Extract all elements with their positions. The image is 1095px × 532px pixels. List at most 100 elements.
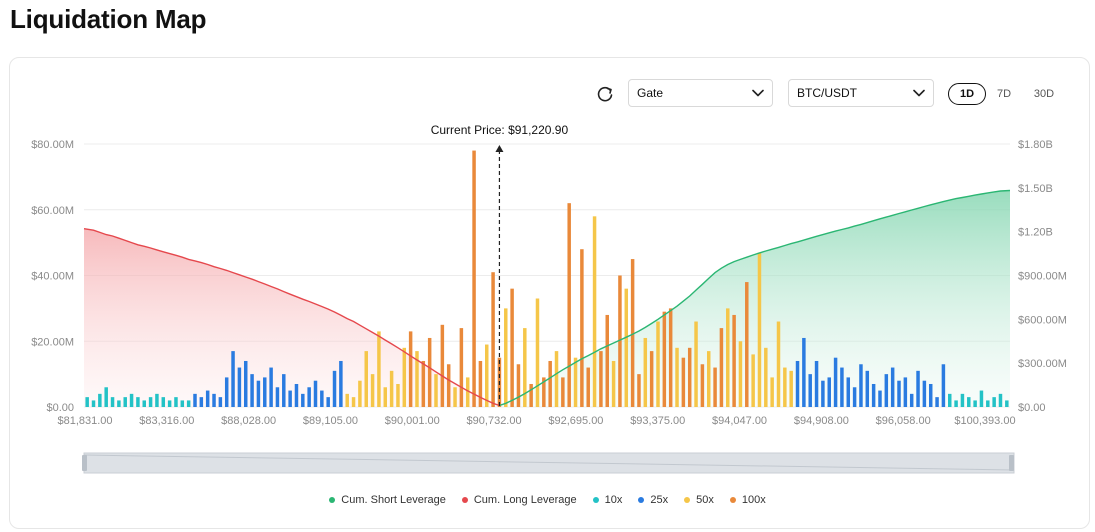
bar-50x bbox=[624, 288, 629, 407]
bar-25x bbox=[928, 383, 933, 407]
range-7d-button[interactable]: 7D bbox=[996, 88, 1012, 100]
bar-10x bbox=[954, 400, 958, 407]
legend-dot bbox=[729, 497, 736, 503]
legend-item-50x[interactable]: 50x bbox=[684, 494, 714, 506]
bar-50x bbox=[383, 387, 388, 407]
legend-item-long[interactable]: Cum. Long Leverage bbox=[461, 494, 577, 506]
bar-25x bbox=[256, 380, 261, 407]
bar-100x bbox=[713, 367, 717, 407]
legend-item-short[interactable]: Cum. Short Leverage bbox=[329, 494, 446, 506]
bar-50x bbox=[485, 344, 489, 407]
range-slider-left-handle[interactable] bbox=[82, 455, 87, 471]
bar-50x bbox=[554, 351, 559, 407]
bar-25x bbox=[199, 397, 204, 407]
bar-50x bbox=[389, 370, 394, 407]
current-price-label: Current Price: $91,220.90 bbox=[431, 123, 569, 137]
bar-25x bbox=[231, 351, 235, 407]
bar-50x bbox=[434, 374, 438, 408]
bar-50x bbox=[523, 328, 527, 407]
legend-item-25x[interactable]: 25x bbox=[638, 494, 668, 506]
bar-25x bbox=[878, 390, 882, 407]
bar-10x bbox=[960, 393, 965, 407]
bar-25x bbox=[833, 357, 838, 407]
bar-100x bbox=[440, 324, 445, 407]
range-slider-mini-chart bbox=[83, 454, 1015, 471]
bar-100x bbox=[732, 314, 736, 407]
bar-10x bbox=[161, 397, 166, 407]
bar-10x bbox=[117, 400, 121, 407]
bar-100x bbox=[700, 364, 705, 407]
bar-100x bbox=[618, 275, 622, 407]
bar-100x bbox=[478, 360, 483, 407]
bar-25x bbox=[243, 360, 248, 407]
bar-25x bbox=[808, 374, 812, 408]
bar-25x bbox=[890, 367, 895, 407]
bar-25x bbox=[269, 367, 273, 407]
bar-100x bbox=[649, 351, 654, 407]
range-30d-button[interactable]: 30D bbox=[1033, 88, 1055, 100]
x-tick-label: $83,316.00 bbox=[139, 415, 194, 427]
bar-100x bbox=[427, 337, 432, 407]
pair-select[interactable]: BTC/USDT bbox=[788, 79, 934, 107]
bar-10x bbox=[123, 397, 127, 407]
bar-100x bbox=[516, 364, 521, 407]
bar-10x bbox=[948, 393, 952, 407]
bar-100x bbox=[637, 374, 641, 408]
legend-dot bbox=[592, 497, 599, 503]
bar-10x bbox=[979, 390, 984, 407]
bar-50x bbox=[415, 351, 419, 407]
y-left-tick-label: $40.00M bbox=[31, 271, 74, 283]
bar-10x bbox=[167, 400, 172, 407]
legend-label: Cum. Short Leverage bbox=[341, 494, 446, 506]
exchange-select[interactable]: Gate bbox=[628, 79, 773, 107]
bar-25x bbox=[865, 370, 870, 407]
exchange-select-value: Gate bbox=[637, 86, 664, 100]
x-tick-label: $94,908.00 bbox=[794, 415, 849, 427]
x-tick-label: $93,375.00 bbox=[630, 415, 685, 427]
y-right-tick-label: $1.50B bbox=[1018, 183, 1053, 195]
bar-100x bbox=[408, 331, 413, 407]
bar-50x bbox=[706, 351, 711, 407]
bar-25x bbox=[218, 397, 223, 407]
bar-100x bbox=[580, 249, 584, 407]
bar-50x bbox=[592, 216, 597, 407]
series-line bbox=[499, 189, 1011, 407]
legend-dot bbox=[638, 497, 645, 503]
bar-25x bbox=[859, 364, 863, 407]
bar-25x bbox=[339, 360, 343, 407]
series-area bbox=[84, 228, 500, 407]
bar-25x bbox=[288, 390, 292, 407]
bar-100x bbox=[561, 377, 565, 407]
bar-10x bbox=[992, 397, 996, 407]
bar-100x bbox=[687, 347, 692, 407]
y-left-tick-label: $80.00M bbox=[31, 139, 74, 151]
bar-10x bbox=[967, 397, 971, 407]
bar-100x bbox=[542, 377, 546, 407]
bar-10x bbox=[998, 393, 1003, 407]
bar-50x bbox=[751, 354, 755, 407]
x-tick-label: $90,732.00 bbox=[467, 415, 522, 427]
bar-50x bbox=[789, 370, 793, 407]
y-left-tick-label: $20.00M bbox=[31, 336, 74, 348]
bar-50x bbox=[738, 341, 743, 407]
bar-25x bbox=[884, 374, 889, 408]
x-tick-label: $100,393.00 bbox=[954, 415, 1015, 427]
pair-select-value: BTC/USDT bbox=[797, 86, 857, 100]
bar-50x bbox=[358, 380, 362, 407]
legend-item-10x[interactable]: 10x bbox=[592, 494, 622, 506]
bar-25x bbox=[205, 390, 210, 407]
bar-10x bbox=[186, 400, 191, 407]
range-slider-right-handle[interactable] bbox=[1009, 455, 1014, 471]
legend-item-100x[interactable]: 100x bbox=[729, 494, 766, 506]
bar-10x bbox=[174, 397, 178, 407]
bar-25x bbox=[871, 383, 876, 407]
bar-25x bbox=[827, 377, 831, 407]
bar-25x bbox=[909, 393, 914, 407]
bar-10x bbox=[148, 397, 153, 407]
bar-25x bbox=[263, 377, 267, 407]
chevron-down-icon bbox=[752, 89, 764, 97]
legend-dot bbox=[684, 497, 691, 503]
refresh-icon[interactable] bbox=[595, 84, 615, 104]
range-1d-button[interactable]: 1D bbox=[948, 83, 986, 105]
bar-100x bbox=[668, 308, 673, 408]
